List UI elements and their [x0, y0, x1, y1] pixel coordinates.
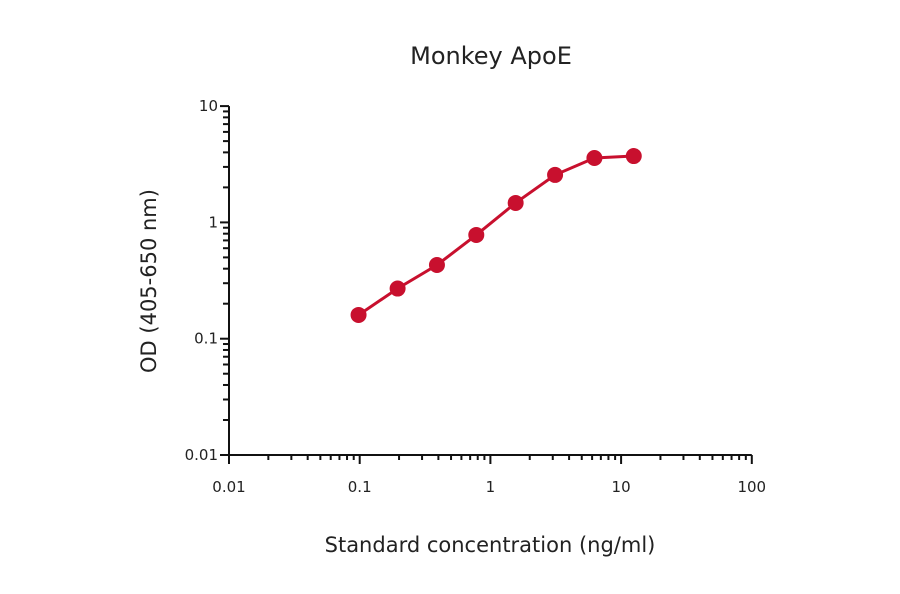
- x-tick-label: 0.01: [212, 478, 245, 496]
- data-point-marker: [389, 280, 406, 297]
- y-tick-label: 0.01: [185, 446, 218, 464]
- data-series: [350, 148, 642, 323]
- y-tick-label: 10: [199, 97, 218, 115]
- data-point-marker: [625, 148, 642, 165]
- chart-title: Monkey ApoE: [410, 42, 572, 70]
- y-tick-label: 1: [208, 213, 218, 231]
- data-point-marker: [507, 194, 524, 211]
- axes: [220, 105, 753, 464]
- x-tick-label: 1: [486, 478, 496, 496]
- x-axis-label: Standard concentration (ng/ml): [325, 533, 656, 557]
- data-point-marker: [350, 306, 367, 323]
- x-tick-label: 10: [612, 478, 631, 496]
- y-tick-label: 0.1: [194, 330, 218, 348]
- data-point-marker: [468, 226, 485, 243]
- y-axis-label: OD (405-650 nm): [137, 189, 161, 373]
- data-point-marker: [547, 166, 564, 183]
- data-point-marker: [586, 149, 603, 166]
- x-tick-label: 100: [737, 478, 766, 496]
- x-tick-label: 0.1: [348, 478, 372, 496]
- data-point-marker: [428, 257, 445, 274]
- tick-labels: 0.01 0.1 1 10 100 0.01 0.1 1 10: [185, 97, 767, 496]
